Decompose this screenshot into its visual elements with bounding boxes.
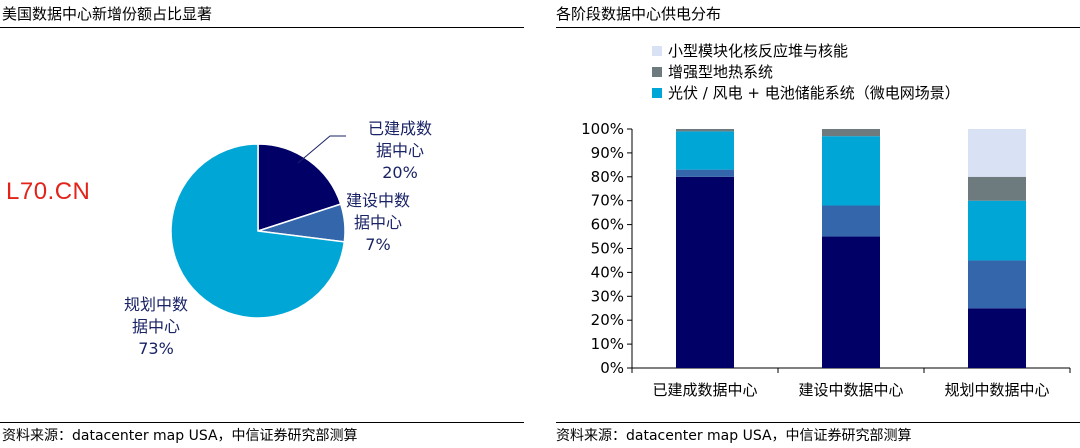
y-tick-label: 90% xyxy=(591,144,624,162)
bar-segment xyxy=(968,200,1026,261)
y-tick-label: 100% xyxy=(581,120,624,138)
left-title-rule xyxy=(0,27,524,28)
legend-label: 增强型地热系统 xyxy=(668,63,773,81)
legend-swatch xyxy=(652,67,662,77)
legend-label: 光伏 / 风电 + 电池储能系统（微电网场景） xyxy=(668,84,960,102)
left-chart-title: 美国数据中心新增份额占比显著 xyxy=(2,5,213,23)
right-source-text: 资料来源：datacenter map USA，中信证券研究部测算 xyxy=(556,428,912,444)
pie-leader-line xyxy=(297,135,346,164)
pie-slice xyxy=(257,143,342,233)
pie-slice-label: 据中心 xyxy=(354,213,402,232)
right-source-rule xyxy=(556,422,1080,423)
bar-segment xyxy=(968,308,1026,368)
pie-slice-label: 已建成数 xyxy=(368,119,432,138)
bar-segment xyxy=(822,205,880,237)
watermark-text: L70.CN xyxy=(6,178,91,205)
pie-slice xyxy=(170,143,346,319)
bar-segment xyxy=(676,169,734,177)
pie-slice-value: 73% xyxy=(138,339,174,358)
pie-slice-label: 据中心 xyxy=(132,317,180,336)
y-tick-label: 10% xyxy=(591,335,624,353)
bar-segment xyxy=(822,236,880,368)
bar-segment xyxy=(968,176,1026,201)
pie-slice-value: 7% xyxy=(365,235,390,254)
bar-segment xyxy=(822,136,880,206)
pie-slice-label: 据中心 xyxy=(376,141,424,160)
x-category-label: 建设中数据中心 xyxy=(798,381,903,399)
y-tick-label: 50% xyxy=(591,240,624,258)
bar-segment xyxy=(968,260,1026,309)
y-tick-label: 70% xyxy=(591,192,624,210)
y-tick-label: 20% xyxy=(591,311,624,329)
pie-slice-label: 建设中数 xyxy=(346,191,410,210)
right-chart-title: 各阶段数据中心供电分布 xyxy=(556,5,722,23)
x-category-label: 规划中数据中心 xyxy=(944,381,1049,399)
bar-segment xyxy=(676,129,734,132)
x-category-label: 已建成数据中心 xyxy=(652,381,757,399)
pie-slice-label: 规划中数 xyxy=(124,295,188,314)
legend-swatch xyxy=(652,46,662,56)
y-tick-label: 60% xyxy=(591,216,624,234)
pie-slice-value: 20% xyxy=(382,163,418,182)
y-tick-label: 30% xyxy=(591,287,624,305)
bar-segment xyxy=(676,176,734,368)
left-source-text: 资料来源：datacenter map USA，中信证券研究部测算 xyxy=(2,428,358,444)
y-tick-label: 40% xyxy=(591,263,624,281)
bar-segment xyxy=(968,129,1026,177)
left-source-rule xyxy=(0,422,524,423)
y-tick-label: 80% xyxy=(591,168,624,186)
bar-segment xyxy=(676,131,734,170)
y-tick-label: 0% xyxy=(600,359,624,377)
bar-segment xyxy=(822,129,880,137)
legend-swatch xyxy=(652,88,662,98)
right-title-rule xyxy=(556,27,1080,28)
legend-label: 小型模块化核反应堆与核能 xyxy=(668,42,848,60)
